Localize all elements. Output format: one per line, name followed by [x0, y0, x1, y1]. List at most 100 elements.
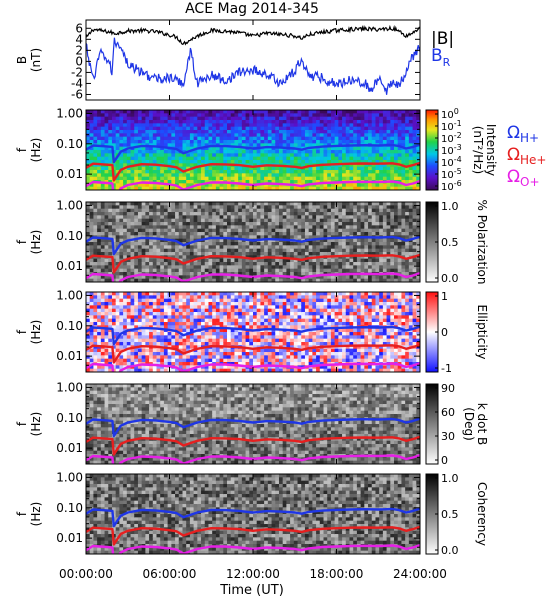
heatmap-cell [297, 212, 302, 216]
heatmap-cell [149, 136, 154, 141]
heatmap-cell [316, 183, 321, 188]
heatmap-cell [227, 186, 232, 190]
heatmap-cell [304, 123, 310, 128]
heatmap-cell [212, 265, 217, 270]
heatmap-cell [327, 120, 332, 124]
heatmap-cell [130, 292, 135, 296]
heatmap-cell [342, 170, 347, 174]
heatmap-cell [149, 222, 154, 226]
colorbar-tick-label: 10-1 [441, 119, 462, 133]
heatmap-cell [323, 186, 328, 190]
heatmap-cell [134, 315, 139, 320]
heatmap-cell [89, 348, 95, 353]
heatmap-cell [156, 232, 161, 236]
heatmap-cell [163, 183, 169, 188]
heatmap-cell [156, 160, 161, 164]
heatmap-cell [178, 183, 184, 188]
heatmap-cell [238, 268, 243, 273]
heatmap-cell [356, 170, 362, 174]
heatmap-cell [204, 278, 210, 282]
heatmap-cell [275, 275, 280, 280]
heatmap-cell [416, 215, 420, 220]
heatmap-cell [97, 153, 102, 158]
heatmap-cell [189, 156, 195, 161]
heatmap-cell [208, 228, 213, 233]
heatmap-cell [267, 186, 273, 190]
heatmap-cell [227, 202, 232, 206]
heatmap-cell [178, 133, 184, 138]
heatmap-cell [256, 133, 262, 138]
heatmap-cell [149, 140, 154, 144]
heatmap-cell [104, 183, 109, 188]
heatmap-cell [152, 365, 158, 370]
heatmap-cell [401, 222, 406, 226]
heatmap-cell [152, 342, 158, 346]
heatmap-cell [160, 126, 165, 131]
heatmap-cell [186, 268, 191, 273]
heatmap-cell [141, 355, 146, 360]
heatmap-cell [208, 123, 213, 128]
heatmap-cell [212, 222, 217, 226]
heatmap-cell [241, 136, 247, 141]
heatmap-cell [323, 140, 328, 144]
heatmap-cell [267, 218, 273, 223]
heatmap-cell [382, 120, 388, 124]
heatmap-cell [178, 252, 184, 256]
heatmap-cell [230, 146, 236, 151]
colorbar-tick-label-part: 10 [441, 146, 454, 157]
heatmap-cell [308, 150, 313, 154]
heatmap-cell [208, 232, 213, 236]
heatmap-cell [182, 163, 187, 168]
heatmap-cell [197, 176, 202, 181]
heatmap-cell [126, 110, 132, 114]
heatmap-cell [271, 212, 276, 216]
heatmap-cell [156, 275, 161, 280]
heatmap-cell [137, 218, 143, 223]
heatmap-cell [253, 222, 258, 226]
heatmap-cell [379, 166, 384, 171]
heatmap-cell [182, 120, 187, 124]
heatmap-cell [323, 218, 328, 223]
heatmap-cell [178, 248, 184, 253]
heatmap-cell [397, 275, 403, 280]
heatmap-cell [304, 215, 310, 220]
heatmap-cell [342, 130, 347, 134]
heatmap-cell [278, 252, 284, 256]
heatmap-cell [316, 262, 321, 266]
heatmap-cell [238, 146, 243, 151]
heatmap-cell [308, 143, 313, 148]
heatmap-cell [356, 160, 362, 164]
y-tick-label: 1.00 [56, 106, 83, 120]
heatmap-cell [286, 150, 291, 154]
heatmap-cell [189, 180, 195, 184]
heatmap-cell [137, 133, 143, 138]
heatmap-cell [197, 126, 202, 131]
heatmap-cell [290, 258, 295, 263]
heatmap-cell [178, 268, 184, 273]
heatmap-cell [134, 205, 139, 210]
heatmap-cell [234, 268, 239, 273]
heatmap-cell [115, 298, 120, 303]
heatmap-cell [293, 278, 299, 282]
heatmap-cell [126, 332, 132, 336]
heatmap-cell [89, 126, 95, 131]
heatmap-cell [327, 183, 332, 188]
heatmap-cell [312, 113, 317, 118]
heatmap-cell [360, 262, 365, 266]
heatmap-cell [397, 150, 403, 154]
heatmap-cell [353, 252, 358, 256]
heatmap-cell [401, 215, 406, 220]
heatmap-cell [126, 318, 132, 323]
heatmap-cell [334, 133, 339, 138]
heatmap-cell [119, 160, 124, 164]
heatmap-cell [104, 278, 109, 282]
heatmap-cell [182, 123, 187, 128]
heatmap-cell [152, 245, 158, 250]
heatmap-cell [201, 275, 206, 280]
heatmap-cell [100, 130, 106, 134]
heatmap-cell [379, 170, 384, 174]
heatmap-cell [175, 150, 180, 154]
heatmap-cell [334, 140, 339, 144]
heatmap-cell [163, 265, 169, 270]
heatmap-cell [178, 272, 184, 276]
